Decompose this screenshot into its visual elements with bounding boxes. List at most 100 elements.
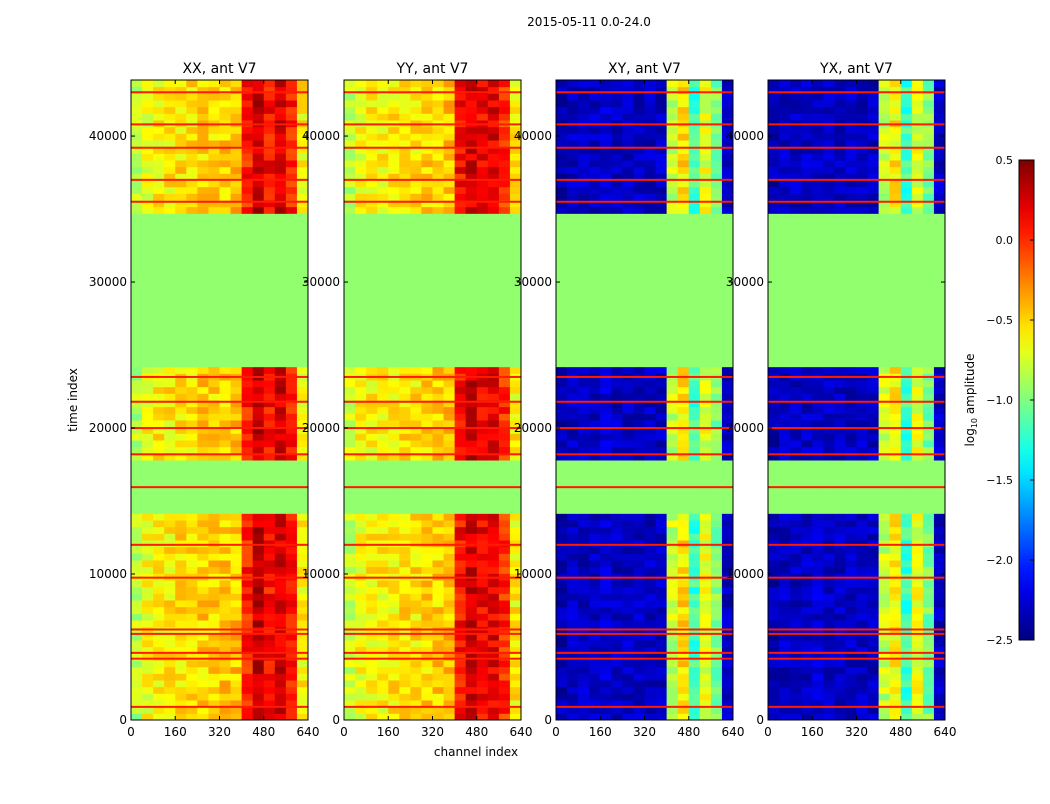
heatmap-cell xyxy=(366,567,378,574)
heatmap-cell xyxy=(455,680,467,687)
heatmap-cell xyxy=(377,560,389,567)
heatmap-cell xyxy=(186,580,198,587)
heatmap-cell xyxy=(689,187,701,194)
heatmap-cell xyxy=(153,253,165,260)
heatmap-cell xyxy=(488,380,500,387)
heatmap-cell xyxy=(355,167,367,174)
heatmap-cell xyxy=(164,167,176,174)
heatmap-cell xyxy=(297,293,309,300)
heatmap-cell xyxy=(153,367,165,374)
heatmap-cell xyxy=(264,140,276,147)
heatmap-cell xyxy=(242,473,254,480)
heatmap-cell xyxy=(297,687,309,694)
heatmap-cell xyxy=(142,307,154,314)
heatmap-cell xyxy=(622,353,634,360)
heatmap-cell xyxy=(790,620,802,627)
heatmap-cell xyxy=(611,167,623,174)
heatmap-cell xyxy=(567,280,579,287)
heatmap-cell xyxy=(622,713,634,720)
heatmap-cell xyxy=(567,387,579,394)
heatmap-cell xyxy=(377,467,389,474)
flag-line xyxy=(344,179,521,181)
heatmap-cell xyxy=(366,507,378,514)
heatmap-cell xyxy=(253,560,265,567)
heatmap-cell xyxy=(923,667,935,674)
heatmap-cell xyxy=(499,273,511,280)
heatmap-cell xyxy=(656,360,668,367)
heatmap-cell xyxy=(890,713,902,720)
heatmap-cell xyxy=(410,333,422,340)
heatmap-cell xyxy=(455,387,467,394)
heatmap-cell xyxy=(297,613,309,620)
heatmap-cell xyxy=(578,347,590,354)
heatmap-cell xyxy=(622,227,634,234)
heatmap-cell xyxy=(689,600,701,607)
heatmap-cell xyxy=(355,547,367,554)
heatmap-cell xyxy=(611,713,623,720)
heatmap-cell xyxy=(488,327,500,334)
heatmap-cell xyxy=(801,693,813,700)
heatmap-cell xyxy=(377,353,389,360)
heatmap-cell xyxy=(344,100,356,107)
heatmap-cell xyxy=(890,660,902,667)
heatmap-cell xyxy=(455,713,467,720)
heatmap-cell xyxy=(421,667,433,674)
heatmap-cell xyxy=(567,300,579,307)
heatmap-cell xyxy=(164,693,176,700)
heatmap-cell xyxy=(488,553,500,560)
heatmap-cell xyxy=(488,333,500,340)
heatmap-cell xyxy=(433,513,445,520)
heatmap-cell xyxy=(421,220,433,227)
heatmap-cell xyxy=(455,447,467,454)
heatmap-cell xyxy=(466,280,478,287)
heatmap-cell xyxy=(589,273,601,280)
heatmap-cell xyxy=(600,127,612,134)
heatmap-cell xyxy=(444,213,456,220)
heatmap-cell xyxy=(556,660,568,667)
heatmap-cell xyxy=(700,660,712,667)
heatmap-cell xyxy=(600,380,612,387)
heatmap-cell xyxy=(142,267,154,274)
heatmap-cell xyxy=(164,100,176,107)
heatmap-cell xyxy=(600,553,612,560)
heatmap-cell xyxy=(388,407,400,414)
heatmap-cell xyxy=(567,140,579,147)
heatmap-cell xyxy=(556,333,568,340)
heatmap-cell xyxy=(355,227,367,234)
heatmap-cell xyxy=(499,260,511,267)
heatmap-cell xyxy=(466,513,478,520)
heatmap-cell xyxy=(667,140,679,147)
heatmap-cell xyxy=(444,413,456,420)
y-tick-label: 40000 xyxy=(89,129,127,143)
heatmap-cell xyxy=(700,713,712,720)
heatmap-cell xyxy=(611,320,623,327)
heatmap-cell xyxy=(344,273,356,280)
heatmap-cell xyxy=(355,387,367,394)
heatmap-cell xyxy=(488,347,500,354)
heatmap-cell xyxy=(388,187,400,194)
heatmap-cell xyxy=(711,360,723,367)
heatmap-cell xyxy=(499,553,511,560)
heatmap-cell xyxy=(220,613,232,620)
y-tick-label: 20000 xyxy=(89,421,127,435)
heatmap-cell xyxy=(578,693,590,700)
heatmap-cell xyxy=(689,387,701,394)
heatmap-cell xyxy=(667,367,679,374)
heatmap-cell xyxy=(164,113,176,120)
heatmap-cell xyxy=(344,347,356,354)
heatmap-cell xyxy=(231,553,243,560)
heatmap-cell xyxy=(377,547,389,554)
heatmap-cell xyxy=(377,240,389,247)
heatmap-cell xyxy=(275,527,287,534)
heatmap-cell xyxy=(477,167,489,174)
heatmap-cell xyxy=(645,253,657,260)
heatmap-cell xyxy=(488,273,500,280)
heatmap-cell xyxy=(220,327,232,334)
heatmap-cell xyxy=(722,607,734,614)
heatmap-cell xyxy=(645,380,657,387)
flag-line xyxy=(344,652,521,654)
heatmap-cell xyxy=(297,440,309,447)
heatmap-cell xyxy=(645,713,657,720)
heatmap-cell xyxy=(297,167,309,174)
